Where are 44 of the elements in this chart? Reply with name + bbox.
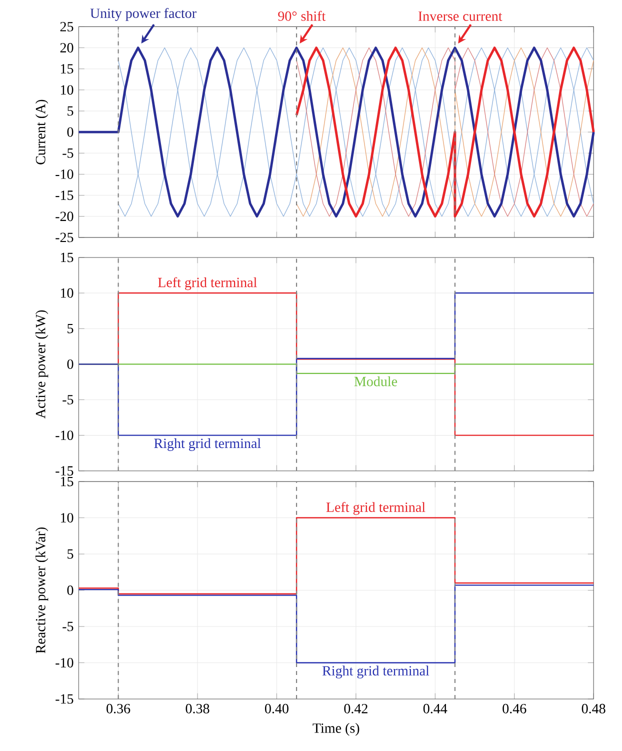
x-axis-title: Time (s) <box>312 723 360 736</box>
y-tick-label: 10 <box>61 513 74 523</box>
x-tick-label: 0.38 <box>186 704 210 714</box>
x-tick-label: 0.40 <box>265 704 289 714</box>
series-label: Left grid terminal <box>326 502 426 515</box>
series-label: Right grid terminal <box>154 438 262 451</box>
y-tick-label: -25 <box>56 232 74 242</box>
x-tick-label: 0.48 <box>582 704 606 714</box>
y-tick-label: -10 <box>56 170 74 179</box>
y-tick-label: 0 <box>67 127 74 137</box>
annotation: 90° shift <box>278 10 326 21</box>
y-tick-label: 0 <box>67 359 74 369</box>
y-tick-label: 0 <box>67 586 74 595</box>
y-axis-title: Reactive power (kVar) <box>36 527 48 654</box>
series-label: Left grid terminal <box>158 277 258 290</box>
y-tick-label: 10 <box>61 85 74 95</box>
y-tick-label: -20 <box>56 212 74 222</box>
annotation: Unity power factor <box>90 8 197 21</box>
y-tick-label: 10 <box>61 288 74 298</box>
y-tick-label: -10 <box>56 658 74 668</box>
y-tick-label: -10 <box>56 430 74 440</box>
y-tick-label: -15 <box>56 190 74 200</box>
x-tick-label: 0.42 <box>344 704 368 714</box>
y-tick-label: -5 <box>62 148 74 158</box>
x-tick-label: 0.44 <box>424 704 448 714</box>
y-tick-label: 5 <box>68 106 74 116</box>
y-tick-label: 15 <box>61 64 74 74</box>
y-tick-label: 5 <box>68 324 74 334</box>
x-tick-label: 0.46 <box>502 704 526 714</box>
x-tick-label: 0.36 <box>106 704 130 714</box>
y-tick-label: -15 <box>56 466 74 476</box>
y-tick-label: 15 <box>61 476 74 486</box>
y-tick-label: 25 <box>60 22 74 32</box>
y-tick-label: 20 <box>60 43 74 52</box>
annotation: Inverse current <box>418 12 502 21</box>
y-tick-label: -15 <box>56 694 74 704</box>
series-label: Right grid terminal <box>322 666 430 678</box>
y-axis-title: Active power (kW) <box>36 310 48 418</box>
y-tick-label: -5 <box>62 622 74 632</box>
series-label: Module <box>354 376 398 386</box>
y-tick-label: 15 <box>61 252 74 262</box>
y-tick-label: 5 <box>68 549 74 559</box>
y-tick-label: -5 <box>62 395 74 404</box>
y-axis-title: Current (A) <box>36 100 48 164</box>
